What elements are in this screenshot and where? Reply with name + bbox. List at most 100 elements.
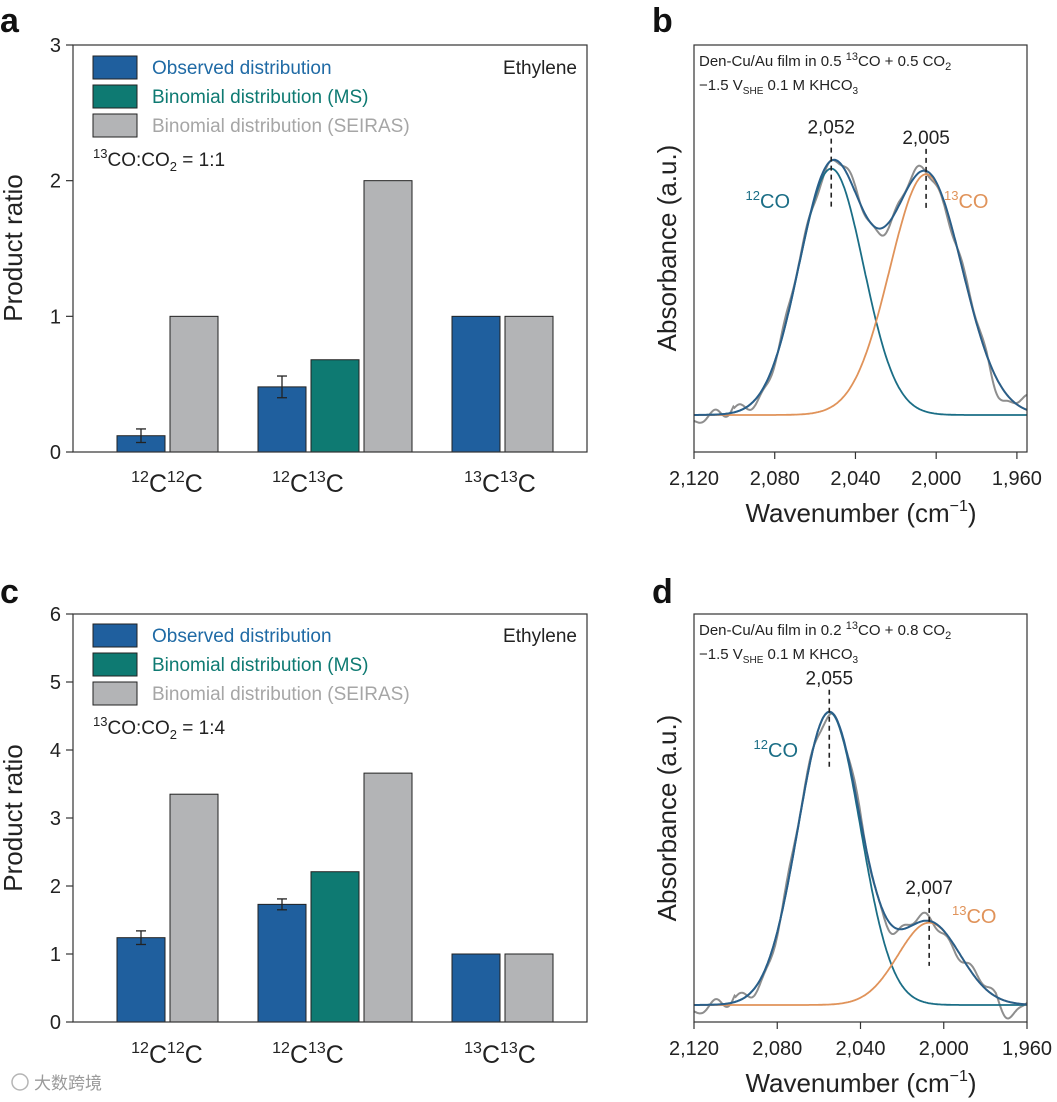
panel-b-condition-line2: −1.5 VSHE 0.1 M KHCO3 (699, 77, 859, 97)
legend-swatch-observed (92, 55, 138, 80)
legend-swatch-binomial-ms (92, 84, 138, 109)
raw-spectrum-line (693, 712, 1028, 1020)
x-tick-label: 2,080 (750, 468, 800, 490)
x-tick-label: 2,000 (911, 468, 961, 490)
bar-binomial-seiras (169, 315, 219, 453)
panel-b-letter: b (652, 2, 673, 40)
panel-c-frame (72, 613, 588, 1023)
panel-a-yticks: 0 1 2 3 (50, 35, 73, 464)
watermark: 大数跨境 (11, 1073, 102, 1094)
species-label: 13CO (952, 903, 996, 928)
bar-binomial-seiras (363, 180, 413, 453)
legend-label-binomial-ms: Binomial distribution (MS) (152, 87, 368, 108)
legend-label-binomial-seiras: Binomial distribution (SEIRAS) (152, 684, 410, 705)
panel-c-bars (116, 772, 554, 1023)
bar-observed (257, 903, 307, 1023)
watermark-text: 大数跨境 (34, 1074, 102, 1094)
panel-b-frame (693, 44, 1028, 453)
x-tick-label: 2,000 (919, 1038, 969, 1060)
peak-label: 2,052 (807, 118, 855, 139)
panel-a-ratio-label: 13CO:CO2 = 1:1 (93, 146, 225, 174)
panel-c-ratio-label: 13CO:CO2 = 1:4 (93, 714, 225, 742)
panel-d-xticks: 2,120 2,080 2,040 2,000 1,960 (669, 1022, 1052, 1060)
panel-c-letter: c (0, 573, 19, 611)
y-tick-label: 1 (50, 306, 61, 328)
y-tick-label: 1 (50, 944, 61, 966)
x-tick-label: 2,040 (835, 1038, 885, 1060)
category-label: 12C12C (131, 1040, 203, 1069)
y-tick-label: 6 (50, 604, 61, 626)
bar-binomial-seiras (363, 772, 413, 1023)
legend-swatch-observed (92, 623, 138, 648)
x-tick-label: 1,960 (1002, 1038, 1052, 1060)
legend-label-observed: Observed distribution (152, 58, 332, 79)
y-tick-label: 3 (50, 35, 61, 57)
bar-binomial-seiras (504, 953, 554, 1023)
panel-b-xlabel: Wavenumber (cm−1) (745, 498, 976, 528)
sum-fit-line (694, 710, 1028, 1006)
panel-c: c Product ratio 0 1 2 3 4 5 6 Observed distrib… (0, 573, 588, 1069)
watermark-logo-icon (11, 1073, 29, 1091)
panel-c-categories: 12C12C 12C13C 13C13C (131, 1040, 536, 1069)
panel-b: b Absorbance (a.u.) Den-Cu/Au film in 0.… (652, 2, 1042, 528)
y-tick-label: 3 (50, 808, 61, 830)
bar-observed (116, 937, 166, 1023)
sum-fit-line (694, 158, 1028, 416)
legend-label-binomial-ms: Binomial distribution (MS) (152, 655, 368, 676)
panel-d-condition-line2: −1.5 VSHE 0.1 M KHCO3 (699, 646, 859, 666)
fit-12co-line (694, 711, 1027, 1006)
x-tick-label: 2,120 (669, 1038, 719, 1060)
x-tick-label: 1,960 (992, 468, 1042, 490)
category-label: 12C13C (272, 469, 344, 498)
bar-binomial-ms (310, 359, 360, 453)
panel-d-ylabel: Absorbance (a.u.) (652, 715, 682, 922)
panel-a: a Product ratio 0 1 2 3 Observed distributi… (0, 2, 588, 498)
category-label: 13C13C (464, 469, 536, 498)
panel-d-condition-line1: Den-Cu/Au film in 0.2 13CO + 0.8 CO2 (699, 620, 951, 642)
y-tick-label: 4 (50, 740, 61, 762)
species-label: 12CO (746, 188, 790, 213)
species-label: 13CO (944, 188, 988, 213)
legend-swatch-binomial-seiras (92, 113, 138, 138)
y-tick-label: 0 (50, 1012, 61, 1034)
panel-a-legend: Observed distribution Binomial distribut… (92, 55, 410, 138)
panel-a-product: Ethylene (503, 58, 577, 79)
y-tick-label: 0 (50, 442, 61, 464)
peak-label: 2,055 (806, 669, 854, 690)
category-label: 12C13C (272, 1040, 344, 1069)
panel-c-ylabel: Product ratio (0, 744, 28, 891)
x-tick-label: 2,080 (752, 1038, 802, 1060)
panel-c-yticks: 0 1 2 3 4 5 6 (50, 604, 73, 1034)
panel-d-peak-annotations: 2,055 12CO 2,007 13CO (754, 669, 996, 966)
peak-label: 2,007 (905, 878, 953, 899)
panel-c-legend: Observed distribution Binomial distribut… (92, 623, 410, 706)
y-tick-label: 2 (50, 876, 61, 898)
x-tick-label: 2,120 (669, 468, 719, 490)
y-tick-label: 2 (50, 171, 61, 193)
bar-observed (451, 315, 501, 453)
category-label: 13C13C (464, 1040, 536, 1069)
panel-a-frame (72, 44, 588, 453)
panel-b-ylabel: Absorbance (a.u.) (652, 145, 682, 352)
panel-b-xticks: 2,120 2,080 2,040 2,000 1,960 (669, 452, 1042, 490)
x-tick-label: 2,040 (830, 468, 880, 490)
panel-c-product: Ethylene (503, 626, 577, 647)
bar-binomial-ms (310, 871, 360, 1023)
panel-a-categories: 12C12C 12C13C 13C13C (131, 469, 536, 498)
panel-d-curves (693, 710, 1028, 1020)
bar-observed (451, 953, 501, 1023)
y-tick-label: 5 (50, 672, 61, 694)
bar-binomial-seiras (169, 793, 219, 1023)
bar-binomial-seiras (504, 315, 554, 453)
panel-d: d Absorbance (a.u.) Den-Cu/Au film in 0.… (652, 573, 1052, 1098)
legend-swatch-binomial-seiras (92, 681, 138, 706)
category-label: 12C12C (131, 469, 203, 498)
panel-d-xlabel: Wavenumber (cm−1) (745, 1068, 976, 1098)
panel-b-peak-annotations: 2,052 12CO 2,005 13CO (746, 118, 989, 213)
legend-label-observed: Observed distribution (152, 626, 332, 647)
panel-a-ylabel: Product ratio (0, 174, 28, 321)
peak-label: 2,005 (902, 128, 950, 149)
panel-d-letter: d (652, 573, 673, 611)
panel-b-curves (693, 158, 1028, 424)
